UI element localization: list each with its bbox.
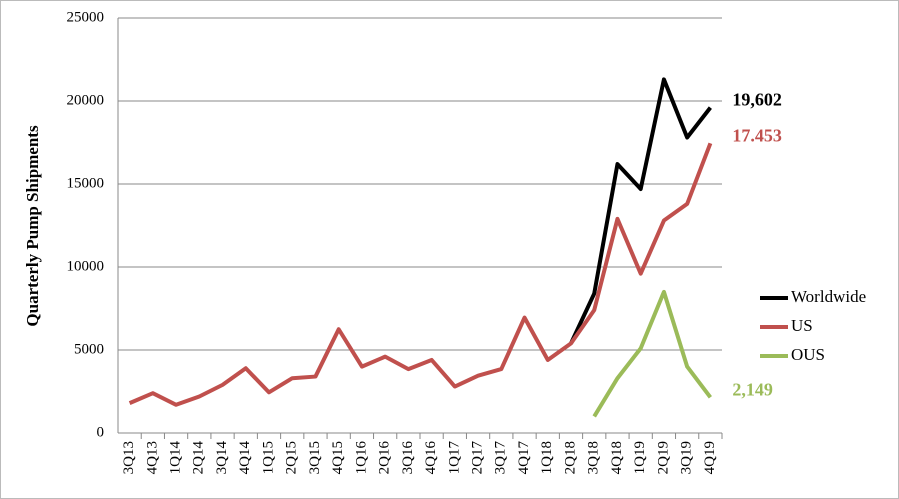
- value-label: 2,149: [732, 379, 773, 399]
- x-tick-label: 2Q19: [655, 441, 671, 474]
- x-tick-label: 1Q17: [446, 441, 462, 475]
- x-tick-label: 3Q19: [679, 441, 695, 474]
- y-tick-label: 15000: [67, 175, 105, 191]
- x-tick-label: 2Q17: [470, 441, 486, 475]
- series-line: [569, 77, 712, 345]
- x-tick-label: 4Q18: [609, 441, 625, 474]
- x-tick-label: 2Q14: [191, 441, 207, 475]
- x-tick-label: 3Q13: [121, 441, 137, 474]
- x-tick-label: 2Q18: [562, 441, 578, 474]
- x-tick-label: 4Q19: [702, 441, 718, 474]
- legend-label: OUS: [791, 345, 825, 364]
- legend-label: US: [791, 316, 813, 335]
- legend-label: Worldwide: [791, 287, 866, 306]
- x-tick-label: 2Q15: [284, 441, 300, 474]
- x-tick-label: 4Q15: [330, 441, 346, 474]
- x-tick-label: 3Q15: [307, 441, 323, 474]
- y-tick-label: 5000: [74, 341, 104, 357]
- y-axis-label: Quarterly Pump Shipments: [23, 125, 42, 327]
- value-label: 17.453: [732, 125, 782, 145]
- y-tick-label: 25000: [67, 9, 105, 25]
- x-tick-label: 1Q16: [353, 441, 369, 475]
- x-tick-label: 1Q18: [539, 441, 555, 474]
- y-tick-label: 10000: [67, 258, 105, 274]
- x-tick-label: 4Q16: [423, 441, 439, 475]
- x-tick-label: 4Q13: [144, 441, 160, 474]
- x-tick-label: 4Q17: [516, 441, 532, 475]
- x-tick-label: 3Q18: [586, 441, 602, 474]
- value-label: 19,602: [732, 90, 782, 110]
- x-tick-label: 1Q19: [632, 441, 648, 474]
- series-line: [592, 289, 712, 418]
- x-tick-label: 3Q17: [493, 441, 509, 475]
- x-tick-label: 2Q16: [377, 441, 393, 475]
- x-tick-label: 1Q15: [260, 441, 276, 474]
- y-tick-label: 20000: [67, 92, 105, 108]
- x-tick-label: 1Q14: [168, 441, 184, 475]
- x-tick-label: 4Q14: [237, 441, 253, 475]
- series-line: [128, 142, 713, 407]
- x-tick-label: 3Q16: [400, 441, 416, 475]
- y-tick-label: 0: [97, 424, 105, 440]
- x-tick-label: 3Q14: [214, 441, 230, 475]
